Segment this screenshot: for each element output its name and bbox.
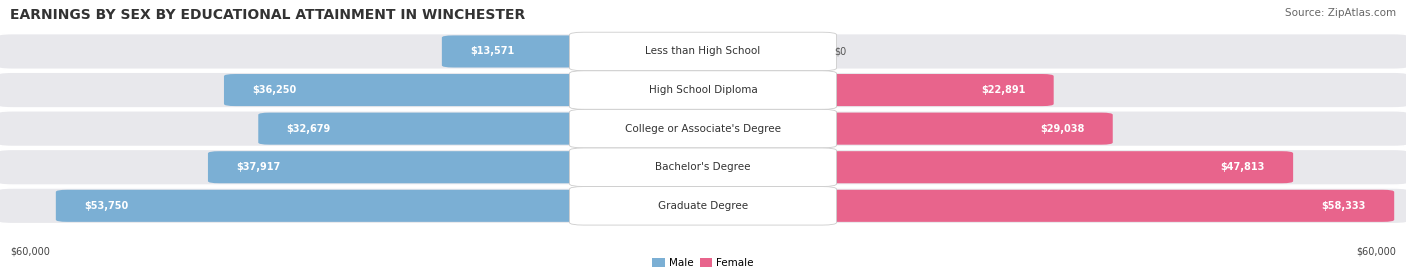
- FancyBboxPatch shape: [811, 74, 1053, 106]
- Text: $13,571: $13,571: [470, 46, 515, 57]
- Text: Bachelor's Degree: Bachelor's Degree: [655, 162, 751, 172]
- FancyBboxPatch shape: [811, 113, 1112, 145]
- FancyBboxPatch shape: [569, 32, 837, 71]
- Text: High School Diploma: High School Diploma: [648, 85, 758, 95]
- FancyBboxPatch shape: [224, 74, 595, 106]
- FancyBboxPatch shape: [0, 188, 1406, 224]
- Text: $36,250: $36,250: [252, 85, 297, 95]
- FancyBboxPatch shape: [208, 151, 595, 183]
- FancyBboxPatch shape: [0, 149, 1406, 185]
- FancyBboxPatch shape: [0, 34, 1406, 69]
- FancyBboxPatch shape: [569, 187, 837, 225]
- FancyBboxPatch shape: [569, 148, 837, 187]
- Text: $29,038: $29,038: [1040, 124, 1084, 134]
- Legend: Male, Female: Male, Female: [652, 258, 754, 268]
- FancyBboxPatch shape: [259, 113, 595, 145]
- Text: $37,917: $37,917: [236, 162, 280, 172]
- Text: $53,750: $53,750: [84, 201, 128, 211]
- Text: EARNINGS BY SEX BY EDUCATIONAL ATTAINMENT IN WINCHESTER: EARNINGS BY SEX BY EDUCATIONAL ATTAINMEN…: [10, 8, 524, 22]
- Text: $60,000: $60,000: [10, 247, 49, 257]
- FancyBboxPatch shape: [0, 111, 1406, 147]
- Text: $58,333: $58,333: [1322, 201, 1367, 211]
- FancyBboxPatch shape: [56, 190, 595, 222]
- FancyBboxPatch shape: [811, 151, 1294, 183]
- FancyBboxPatch shape: [569, 71, 837, 109]
- FancyBboxPatch shape: [441, 35, 595, 68]
- Text: $47,813: $47,813: [1220, 162, 1265, 172]
- Text: Source: ZipAtlas.com: Source: ZipAtlas.com: [1285, 8, 1396, 18]
- Text: $32,679: $32,679: [287, 124, 330, 134]
- Text: Less than High School: Less than High School: [645, 46, 761, 57]
- FancyBboxPatch shape: [0, 72, 1406, 108]
- FancyBboxPatch shape: [569, 109, 837, 148]
- Text: $0: $0: [834, 46, 846, 57]
- Text: College or Associate's Degree: College or Associate's Degree: [626, 124, 780, 134]
- Text: Graduate Degree: Graduate Degree: [658, 201, 748, 211]
- Text: $22,891: $22,891: [981, 85, 1025, 95]
- Text: $60,000: $60,000: [1357, 247, 1396, 257]
- FancyBboxPatch shape: [811, 190, 1395, 222]
